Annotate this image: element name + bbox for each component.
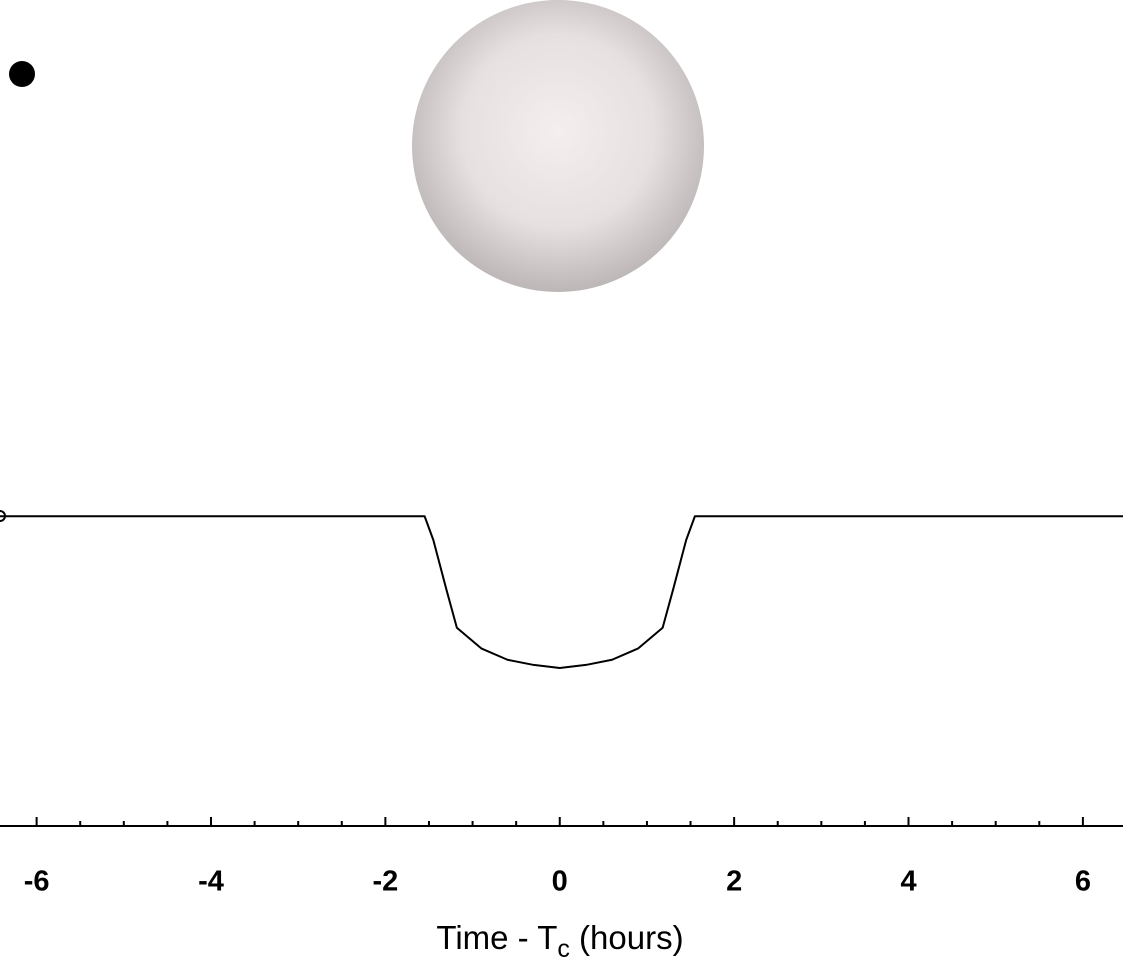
x-axis-title: Time - Tc (hours)	[436, 919, 683, 963]
x-tick-label: -2	[372, 866, 398, 898]
x-tick-label: -4	[198, 866, 224, 898]
planet	[9, 61, 35, 87]
x-tick-label: 2	[726, 866, 742, 898]
star	[412, 0, 704, 292]
x-axis-title-suffix: (hours)	[570, 919, 684, 956]
x-tick-label: 6	[1075, 866, 1091, 898]
x-tick-label: 0	[552, 866, 568, 898]
x-tick-label: -6	[24, 866, 50, 898]
light-curve	[0, 515, 1123, 670]
x-axis-title-subscript: c	[557, 935, 570, 963]
x-axis-title-text: Time - T	[436, 919, 557, 956]
x-tick-label: 4	[900, 866, 916, 898]
